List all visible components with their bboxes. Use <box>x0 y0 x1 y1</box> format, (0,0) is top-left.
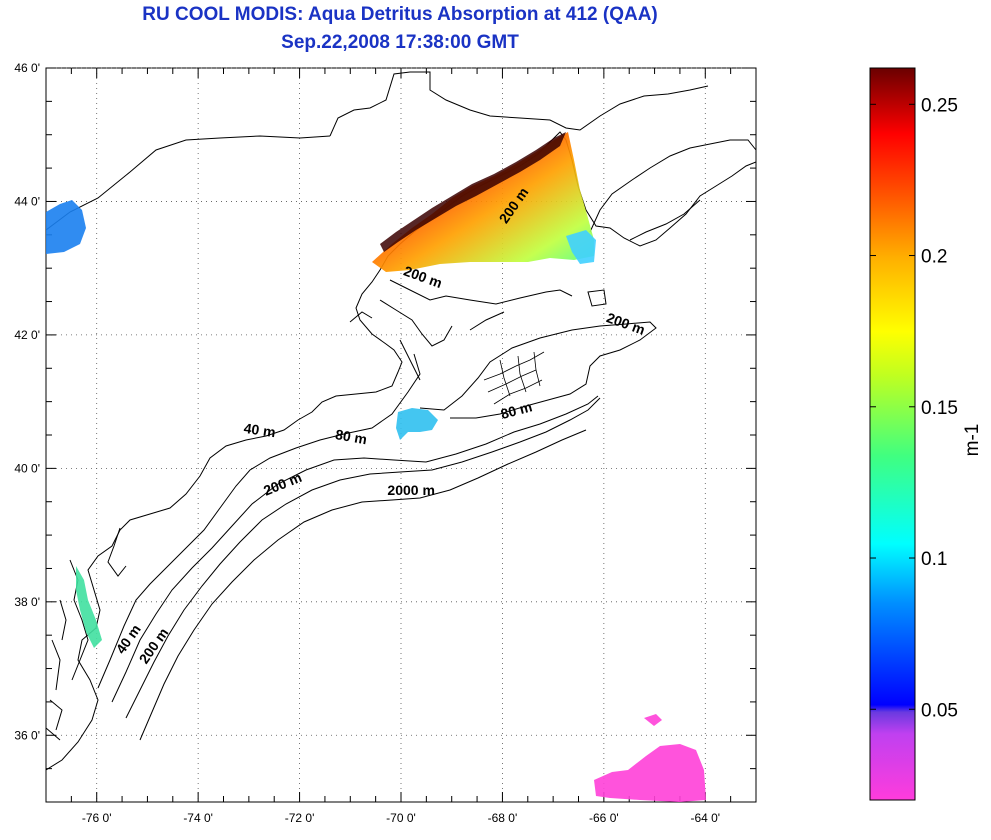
colorbar-tick-label: 0.05 <box>921 700 958 721</box>
lon-tick-label: -74 0' <box>183 811 213 825</box>
lat-tick-label: 44 0' <box>14 194 40 208</box>
lon-tick-label: -68 0' <box>488 811 518 825</box>
lon-tick-label: -76 0' <box>82 811 112 825</box>
data-patch-nantucket <box>396 408 438 440</box>
contour-label: 80 m <box>499 398 534 422</box>
nova-scotia <box>589 139 756 233</box>
colorbar-tick-label: 0.15 <box>921 398 958 419</box>
contour-80m <box>111 395 599 703</box>
data-swath-coast-dark <box>380 132 566 252</box>
contour-label: 40 m <box>243 420 277 440</box>
contour-200m-gom <box>419 321 657 419</box>
data-patch-offshore <box>594 744 706 802</box>
lon-tick-label: -72 0' <box>285 811 315 825</box>
lon-tick-label: -66 0' <box>589 811 619 825</box>
border-line <box>329 71 709 137</box>
lat-tick-label: 40 0' <box>14 461 40 475</box>
contour-label: 80 m <box>334 426 368 447</box>
map-title: RU COOL MODIS: Aqua Detritus Absorption … <box>142 4 658 25</box>
contour-200m-shelf <box>125 397 601 719</box>
data-swath-gulf-of-maine <box>372 132 594 272</box>
colorbar <box>869 67 916 801</box>
colorbar-tick-label: 0.2 <box>921 247 947 268</box>
data-patch-offshore-small <box>644 714 662 726</box>
data-patch-chesapeake <box>76 566 102 648</box>
lat-tick-label: 36 0' <box>14 728 40 742</box>
state-border <box>46 135 331 231</box>
bay-fundy-box <box>587 289 607 307</box>
gulf-shoreline <box>629 199 701 241</box>
georges-ridges <box>483 351 545 405</box>
colorbar-unit-label: m-1 <box>962 424 983 457</box>
data-patch-lake-ontario <box>46 200 86 254</box>
lon-tick-label: -64 0' <box>690 811 720 825</box>
contour-2000m <box>139 429 587 741</box>
lon-tick-label: -70 0' <box>386 811 416 825</box>
map-subtitle: Sep.22,2008 17:38:00 GMT <box>281 32 519 53</box>
chesapeake-bay <box>46 527 127 741</box>
contour-label: 2000 m <box>387 482 434 498</box>
axis-labels: -76 0' -74 0' -72 0' -70 0' -68 0' -66 0' -64 … <box>14 61 720 825</box>
contour-gom-inner <box>349 279 573 381</box>
lat-tick-label: 46 0' <box>14 61 40 75</box>
colorbar-tick-label: 0.1 <box>921 549 947 570</box>
coastline <box>46 131 756 771</box>
lat-tick-label: 38 0' <box>14 595 40 609</box>
data-swath-cyan <box>566 230 596 264</box>
colorbar-tick-label: 0.25 <box>921 95 958 116</box>
lat-tick-label: 42 0' <box>14 328 40 342</box>
colorbar-ticks: 0.05 0.1 0.15 0.2 0.25 <box>870 95 958 721</box>
contour-40m <box>97 353 421 689</box>
